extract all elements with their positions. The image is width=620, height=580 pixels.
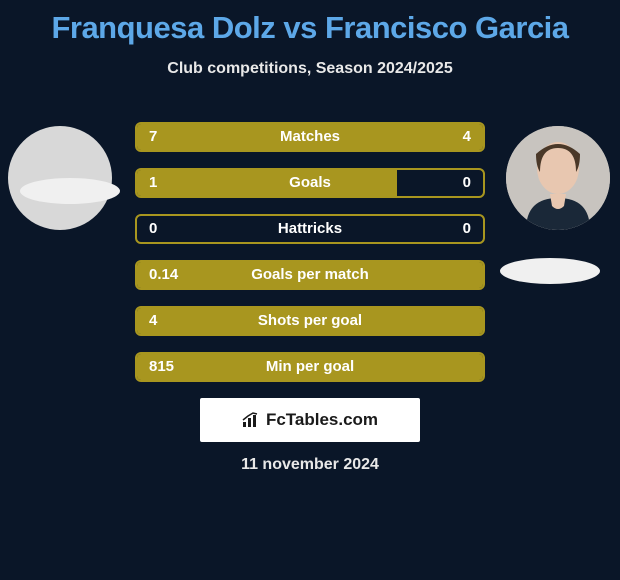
stat-row-hattricks: 0 Hattricks 0 [135,214,485,244]
brand-badge: FcTables.com [200,398,420,442]
player-left-flag [20,178,120,204]
player-right-avatar [506,126,610,230]
stat-row-goals: 1 Goals 0 [135,168,485,198]
page-subtitle: Club competitions, Season 2024/2025 [0,60,620,78]
stat-label: Goals [137,170,483,196]
stat-label: Goals per match [137,262,483,288]
stat-row-min-per-goal: 815 Min per goal [135,352,485,382]
stat-row-goals-per-match: 0.14 Goals per match [135,260,485,290]
stat-row-matches: 7 Matches 4 [135,122,485,152]
stat-row-shots-per-goal: 4 Shots per goal [135,306,485,336]
stat-label: Shots per goal [137,308,483,334]
stat-label: Matches [137,124,483,150]
stat-value-right: 0 [463,216,471,242]
brand-text: FcTables.com [266,410,378,430]
chart-icon [242,412,262,428]
page-title: Franquesa Dolz vs Francisco Garcia [0,0,620,46]
player-portrait-icon [506,126,610,230]
stat-value-right: 0 [463,170,471,196]
stat-label: Min per goal [137,354,483,380]
stat-value-right: 4 [463,124,471,150]
player-right-flag [500,258,600,284]
date-text: 11 november 2024 [0,456,620,474]
stats-bars: 7 Matches 4 1 Goals 0 0 Hattricks 0 0.14… [135,122,485,398]
stat-label: Hattricks [137,216,483,242]
